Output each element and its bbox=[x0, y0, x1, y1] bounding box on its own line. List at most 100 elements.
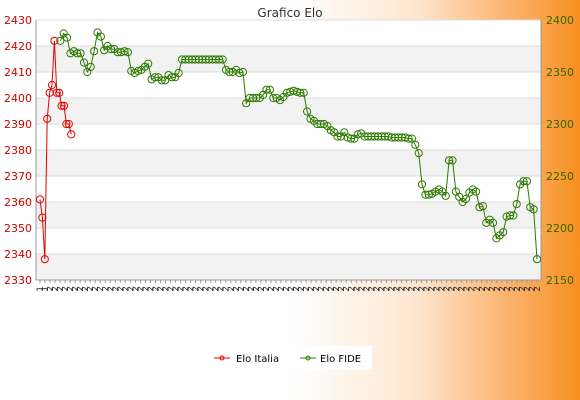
data-point-elo-fide bbox=[299, 88, 308, 97]
x-tick-label: 2 bbox=[131, 286, 141, 292]
x-tick-label: 2 bbox=[212, 286, 222, 292]
y-left-tick-label: 2430 bbox=[4, 14, 32, 27]
y-left-tick-label: 2370 bbox=[4, 170, 32, 183]
data-point-elo-fide bbox=[478, 202, 487, 211]
data-point-elo-fide bbox=[303, 107, 312, 116]
x-tick-label: 2 bbox=[156, 286, 166, 292]
x-tick-label: 2 bbox=[66, 286, 76, 292]
x-tick-label: 2 bbox=[232, 286, 242, 292]
data-point-elo-fide bbox=[360, 132, 369, 141]
y-left-tick-label: 2390 bbox=[4, 118, 32, 131]
data-point-elo-fide bbox=[265, 85, 274, 94]
series-layer bbox=[35, 28, 542, 264]
x-tick-label: 2 bbox=[227, 286, 237, 292]
y-left-tick-label: 2330 bbox=[4, 274, 32, 287]
data-point-elo-italia bbox=[59, 101, 69, 110]
data-point-elo-fide bbox=[296, 88, 305, 97]
x-tick-label: 2 bbox=[252, 286, 262, 292]
x-tick-label: 2 bbox=[367, 286, 377, 292]
data-point-elo-fide bbox=[461, 194, 471, 203]
grid-layer bbox=[36, 19, 541, 281]
x-tick-label: 2 bbox=[463, 286, 473, 292]
data-point-elo-fide bbox=[133, 66, 143, 76]
x-tick-label: 2 bbox=[372, 286, 382, 292]
x-tick-label: 2 bbox=[453, 286, 463, 292]
x-tick-label: 2 bbox=[86, 286, 96, 292]
x-tick-label: 2 bbox=[508, 286, 518, 292]
x-tick-label: 2 bbox=[413, 286, 423, 292]
y-right-tick-label: 2150 bbox=[546, 274, 574, 287]
data-point-elo-italia bbox=[67, 130, 76, 139]
data-point-elo-italia bbox=[52, 88, 61, 97]
x-tick-label: 2 bbox=[162, 286, 172, 292]
x-tick-label: 2 bbox=[277, 286, 287, 292]
data-point-elo-fide bbox=[475, 203, 484, 212]
x-tick-label: 2 bbox=[111, 286, 121, 292]
x-tick-label: 2 bbox=[533, 286, 543, 292]
x-tick-label: 2 bbox=[56, 286, 66, 292]
grid-band bbox=[36, 202, 541, 228]
y-left-tick-label: 2350 bbox=[4, 222, 32, 235]
x-tick-label: 2 bbox=[337, 286, 347, 292]
data-point-elo-fide bbox=[73, 49, 82, 58]
x-tick-label: 2 bbox=[342, 286, 352, 292]
x-tick-label: 2 bbox=[202, 286, 212, 292]
x-tick-label: 2 bbox=[182, 286, 192, 292]
x-tick-label: 2 bbox=[382, 286, 392, 292]
axis-layer: 2330 2340 2350 2360 2370 2380 2390 2400 2410 2420… bbox=[4, 14, 574, 287]
data-point-elo-fide bbox=[167, 73, 176, 82]
x-tick-label: 2 bbox=[91, 286, 101, 292]
x-tick-label: 2 bbox=[302, 286, 312, 292]
x-tick-label: 2 bbox=[242, 286, 252, 292]
data-point-elo-italia bbox=[62, 119, 71, 129]
y-left-tick-label: 2340 bbox=[4, 248, 32, 261]
data-point-elo-fide bbox=[86, 62, 95, 71]
x-tick-label: 2 bbox=[523, 286, 533, 292]
x-tick-label: 2 bbox=[292, 286, 302, 292]
data-point-elo-fide bbox=[448, 156, 457, 165]
data-point-elo-fide bbox=[79, 58, 89, 67]
data-point-elo-fide bbox=[509, 211, 518, 220]
y-left-tick-label: 2380 bbox=[4, 144, 32, 157]
x-tick-label: 2 bbox=[493, 286, 503, 292]
data-point-elo-fide bbox=[519, 177, 528, 186]
data-point-elo-fide bbox=[76, 49, 85, 58]
x-tick-layer: 1122222222222222222222222222222222222222… bbox=[36, 280, 543, 292]
x-tick-label: 2 bbox=[207, 286, 217, 292]
y-right-tick-label: 2400 bbox=[546, 14, 574, 27]
data-point-elo-fide bbox=[262, 85, 271, 94]
data-point-elo-fide bbox=[512, 200, 521, 209]
x-tick-label: 2 bbox=[433, 286, 443, 292]
x-tick-label: 2 bbox=[46, 286, 56, 292]
x-tick-label: 2 bbox=[76, 286, 86, 292]
data-point-elo-fide bbox=[488, 218, 498, 227]
x-tick-label: 2 bbox=[428, 286, 438, 292]
x-tick-label: 2 bbox=[423, 286, 433, 292]
y-right-tick-label: 2300 bbox=[546, 118, 574, 131]
data-point-elo-italia bbox=[55, 88, 64, 97]
data-point-elo-fide bbox=[235, 68, 244, 78]
x-tick-label: 2 bbox=[222, 286, 232, 292]
x-tick-label: 2 bbox=[51, 286, 61, 292]
x-tick-label: 2 bbox=[498, 286, 508, 292]
data-point-elo-fide bbox=[522, 177, 532, 186]
data-point-elo-fide bbox=[218, 55, 227, 64]
x-tick-label: 2 bbox=[257, 286, 267, 292]
x-tick-label: 2 bbox=[297, 286, 307, 292]
x-tick-label: 2 bbox=[177, 286, 187, 292]
x-tick-label: 2 bbox=[167, 286, 177, 292]
y-right-tick-label: 2350 bbox=[546, 66, 574, 79]
data-point-elo-fide bbox=[62, 33, 72, 42]
data-point-elo-fide bbox=[238, 67, 247, 77]
x-tick-label: 2 bbox=[448, 286, 458, 292]
data-point-elo-fide bbox=[414, 149, 423, 158]
x-tick-label: 2 bbox=[443, 286, 453, 292]
legend-marker-italia bbox=[219, 355, 225, 361]
x-tick-label: 2 bbox=[146, 286, 156, 292]
x-tick-label: 2 bbox=[197, 286, 207, 292]
x-tick-label: 2 bbox=[312, 286, 322, 292]
data-point-elo-fide bbox=[346, 134, 356, 143]
x-tick-label: 2 bbox=[187, 286, 197, 292]
x-tick-label: 2 bbox=[418, 286, 428, 292]
grid-band bbox=[36, 46, 541, 72]
